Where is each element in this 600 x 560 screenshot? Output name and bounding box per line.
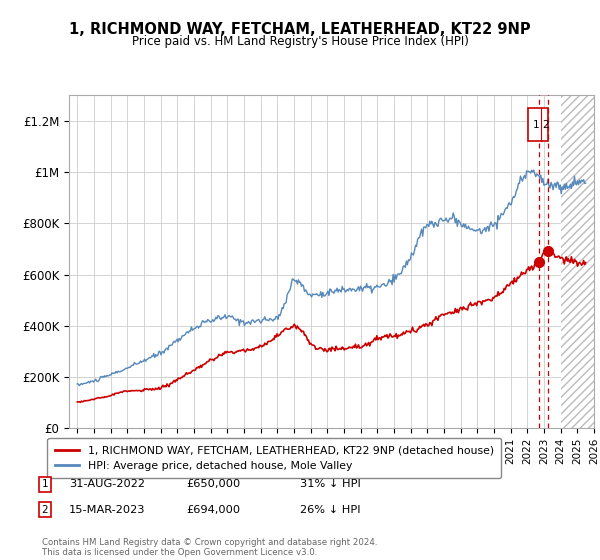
Text: 1, RICHMOND WAY, FETCHAM, LEATHERHEAD, KT22 9NP: 1, RICHMOND WAY, FETCHAM, LEATHERHEAD, K… [69, 22, 531, 38]
Text: Price paid vs. HM Land Registry's House Price Index (HPI): Price paid vs. HM Land Registry's House … [131, 35, 469, 48]
Text: 15-MAR-2023: 15-MAR-2023 [69, 505, 146, 515]
Text: 31-AUG-2022: 31-AUG-2022 [69, 479, 145, 489]
Text: Contains HM Land Registry data © Crown copyright and database right 2024.
This d: Contains HM Land Registry data © Crown c… [42, 538, 377, 557]
Text: 1: 1 [533, 120, 539, 130]
Text: 2: 2 [542, 120, 550, 130]
FancyBboxPatch shape [527, 108, 548, 141]
Text: 2: 2 [41, 505, 49, 515]
Text: 1: 1 [41, 479, 49, 489]
Text: 31% ↓ HPI: 31% ↓ HPI [300, 479, 361, 489]
Legend: 1, RICHMOND WAY, FETCHAM, LEATHERHEAD, KT22 9NP (detached house), HPI: Average p: 1, RICHMOND WAY, FETCHAM, LEATHERHEAD, K… [47, 438, 501, 478]
Text: £650,000: £650,000 [186, 479, 240, 489]
Text: 26% ↓ HPI: 26% ↓ HPI [300, 505, 361, 515]
Text: £694,000: £694,000 [186, 505, 240, 515]
